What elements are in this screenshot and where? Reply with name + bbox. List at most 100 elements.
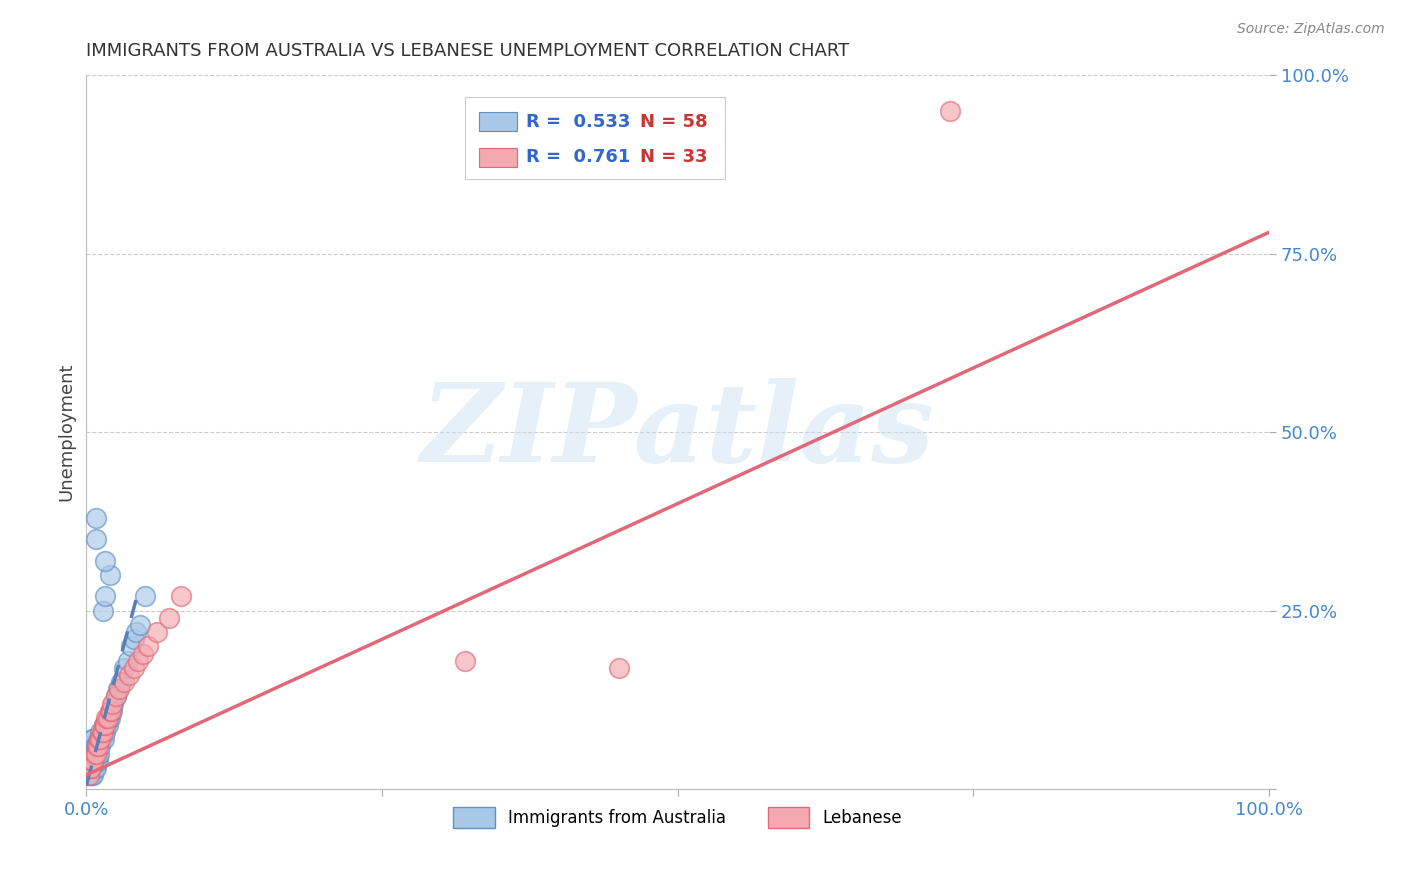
- Point: [89, 732, 111, 747]
- Point: [100, 704, 122, 718]
- Point: [86, 747, 108, 761]
- Point: [86, 739, 108, 754]
- Point: [84, 511, 107, 525]
- Point: [94, 725, 117, 739]
- Point: [89, 725, 111, 739]
- Point: [454, 654, 477, 668]
- Text: ZIPatlas: ZIPatlas: [420, 378, 935, 486]
- Point: [96, 718, 118, 732]
- Point: [146, 625, 169, 640]
- Point: [93, 732, 115, 747]
- Point: [125, 625, 148, 640]
- Point: [82, 761, 104, 775]
- Point: [82, 754, 104, 768]
- Point: [83, 754, 105, 768]
- Point: [82, 761, 104, 775]
- Point: [82, 754, 104, 768]
- Point: [91, 604, 114, 618]
- Point: [84, 533, 107, 547]
- FancyBboxPatch shape: [479, 148, 517, 167]
- Legend: Immigrants from Australia, Lebanese: Immigrants from Australia, Lebanese: [446, 801, 908, 834]
- Point: [79, 768, 101, 782]
- Point: [90, 732, 112, 747]
- Point: [87, 739, 110, 754]
- Point: [80, 761, 103, 775]
- Point: [136, 640, 159, 654]
- Point: [101, 697, 124, 711]
- Point: [112, 675, 135, 690]
- Point: [83, 747, 105, 761]
- Point: [101, 704, 124, 718]
- Text: IMMIGRANTS FROM AUSTRALIA VS LEBANESE UNEMPLOYMENT CORRELATION CHART: IMMIGRANTS FROM AUSTRALIA VS LEBANESE UN…: [86, 42, 849, 60]
- Point: [108, 682, 131, 697]
- Point: [79, 761, 101, 775]
- Point: [84, 761, 107, 775]
- Point: [104, 690, 127, 704]
- Point: [82, 768, 104, 782]
- Point: [170, 590, 193, 604]
- Point: [93, 718, 115, 732]
- Point: [98, 711, 121, 725]
- Point: [82, 732, 104, 747]
- Point: [94, 590, 117, 604]
- Point: [82, 739, 104, 754]
- Point: [98, 568, 121, 582]
- Point: [97, 711, 120, 725]
- Point: [80, 768, 103, 782]
- Point: [122, 661, 145, 675]
- Point: [94, 718, 117, 732]
- Point: [112, 661, 135, 675]
- Point: [107, 682, 129, 697]
- Point: [97, 718, 120, 732]
- Point: [607, 661, 630, 675]
- Point: [89, 747, 111, 761]
- Point: [104, 690, 127, 704]
- FancyBboxPatch shape: [479, 112, 517, 131]
- Text: R =  0.761: R = 0.761: [526, 148, 631, 166]
- Point: [90, 725, 112, 739]
- Point: [118, 668, 141, 682]
- Point: [82, 732, 104, 747]
- Point: [120, 640, 142, 654]
- Point: [87, 754, 110, 768]
- Point: [94, 554, 117, 568]
- Text: R =  0.533: R = 0.533: [526, 112, 631, 130]
- Point: [82, 754, 104, 768]
- Text: Source: ZipAtlas.com: Source: ZipAtlas.com: [1237, 22, 1385, 37]
- Point: [84, 739, 107, 754]
- Point: [79, 754, 101, 768]
- Point: [83, 739, 105, 754]
- Point: [132, 647, 155, 661]
- Point: [128, 618, 150, 632]
- Point: [110, 675, 132, 690]
- Point: [96, 711, 118, 725]
- Point: [97, 711, 120, 725]
- Point: [103, 697, 125, 711]
- Point: [938, 103, 960, 118]
- Point: [157, 611, 180, 625]
- Y-axis label: Unemployment: Unemployment: [58, 363, 75, 501]
- Point: [77, 768, 100, 782]
- Point: [82, 768, 104, 782]
- Point: [83, 761, 105, 775]
- Point: [134, 590, 156, 604]
- Point: [91, 725, 114, 739]
- Point: [89, 732, 111, 747]
- Point: [83, 747, 105, 761]
- Point: [89, 739, 111, 754]
- Point: [82, 754, 104, 768]
- Point: [80, 761, 103, 775]
- Point: [82, 747, 104, 761]
- Point: [80, 747, 103, 761]
- Point: [91, 725, 114, 739]
- FancyBboxPatch shape: [465, 96, 725, 178]
- Point: [86, 754, 108, 768]
- Point: [84, 754, 107, 768]
- Point: [122, 632, 145, 647]
- Point: [86, 739, 108, 754]
- Text: N = 58: N = 58: [640, 112, 707, 130]
- Point: [84, 747, 107, 761]
- Point: [98, 704, 121, 718]
- Point: [127, 654, 149, 668]
- Point: [87, 747, 110, 761]
